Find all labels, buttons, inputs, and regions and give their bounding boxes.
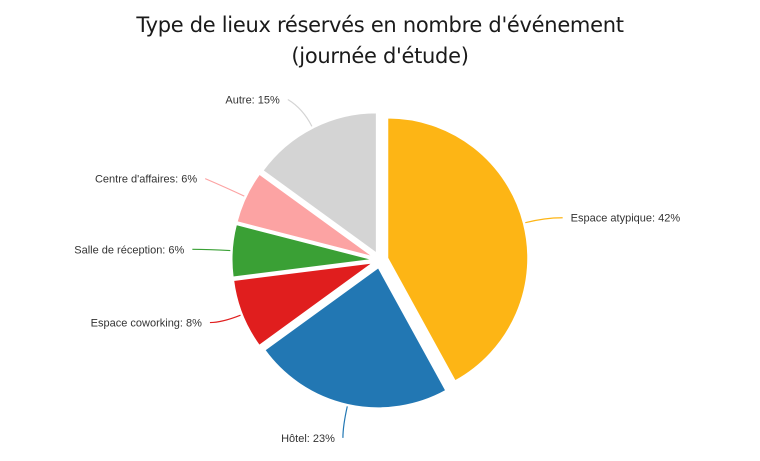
leader-line-espace-atypique	[525, 217, 563, 224]
leader-line-salle-de-r-ception	[192, 248, 231, 252]
leader-line-autre	[287, 99, 313, 127]
leader-line-h-tel	[342, 406, 348, 438]
leader-line-espace-coworking	[209, 314, 241, 324]
chart-title-line-2: (journée d'étude)	[291, 44, 469, 68]
leader-line-centre-d-affaires	[204, 178, 245, 197]
slice-label-espace-atypique: Espace atypique: 42%	[571, 213, 681, 225]
slice-label-centre-d-affaires: Centre d'affaires: 6%	[95, 174, 197, 186]
slice-label-autre: Autre: 15%	[225, 95, 280, 107]
chart-title: Type de lieux réservés en nombre d'événe…	[0, 10, 760, 72]
pie-slice-h-tel	[264, 267, 447, 409]
pie-slice-centre-d-affaires	[236, 173, 374, 258]
pie-slice-espace-coworking	[233, 262, 373, 346]
slice-label-espace-coworking: Espace coworking: 8%	[91, 318, 202, 330]
chart-title-line-1: Type de lieux réservés en nombre d'événe…	[136, 13, 624, 37]
pie-slice-salle-de-r-ception	[231, 224, 373, 278]
slice-label-salle-de-r-ception: Salle de réception: 6%	[74, 244, 184, 256]
pie-slice-autre	[262, 112, 377, 254]
pie-slice-espace-atypique	[387, 117, 529, 382]
slice-label-h-tel: Hôtel: 23%	[281, 433, 335, 445]
